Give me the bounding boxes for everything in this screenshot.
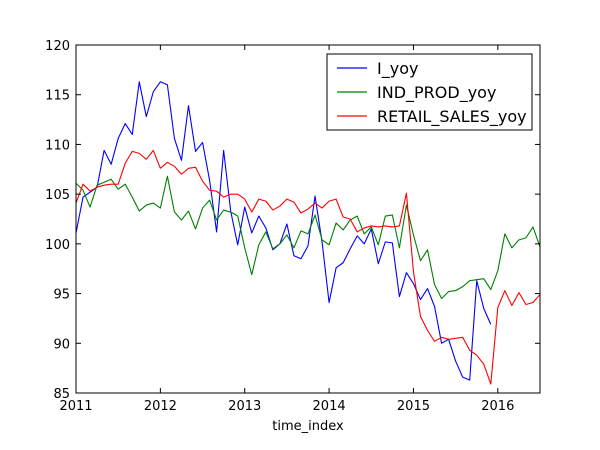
x-axis-label: time_index — [272, 419, 344, 434]
x-tick-label: 2011 — [59, 399, 92, 414]
y-tick-label: 105 — [45, 188, 70, 203]
x-tick-label: 2012 — [144, 399, 177, 414]
legend-label: I_yoy — [377, 59, 418, 79]
y-tick-label: 100 — [45, 238, 70, 253]
x-tick-label: 2015 — [397, 399, 430, 414]
x-tick-label: 2014 — [313, 399, 346, 414]
series-layer — [75, 81, 541, 385]
y-tick-label: 85 — [53, 387, 70, 402]
series-line-ind-prod-yoy — [75, 175, 541, 300]
y-tick-label: 110 — [45, 138, 70, 153]
ticks-layer: 2011 2012 2013 2014 2015 2016 85 90 95 100 105 110 1… — [45, 39, 540, 414]
series-line-retail-sales-yoy — [75, 149, 541, 385]
y-tick-label: 120 — [45, 39, 70, 54]
x-tick-label: 2013 — [228, 399, 261, 414]
y-tick-label: 115 — [45, 89, 70, 104]
plot-frame — [75, 44, 541, 394]
legend-label: IND_PROD_yoy — [377, 83, 496, 103]
legend: I_yoy IND_PROD_yoy RETAIL_SALES_yoy — [326, 53, 533, 131]
series-line-i-yoy — [75, 81, 492, 381]
x-tick-label: 2016 — [481, 399, 514, 414]
y-tick-label: 95 — [53, 288, 70, 303]
y-tick-label: 90 — [53, 337, 70, 352]
legend-label: RETAIL_SALES_yoy — [377, 107, 527, 127]
